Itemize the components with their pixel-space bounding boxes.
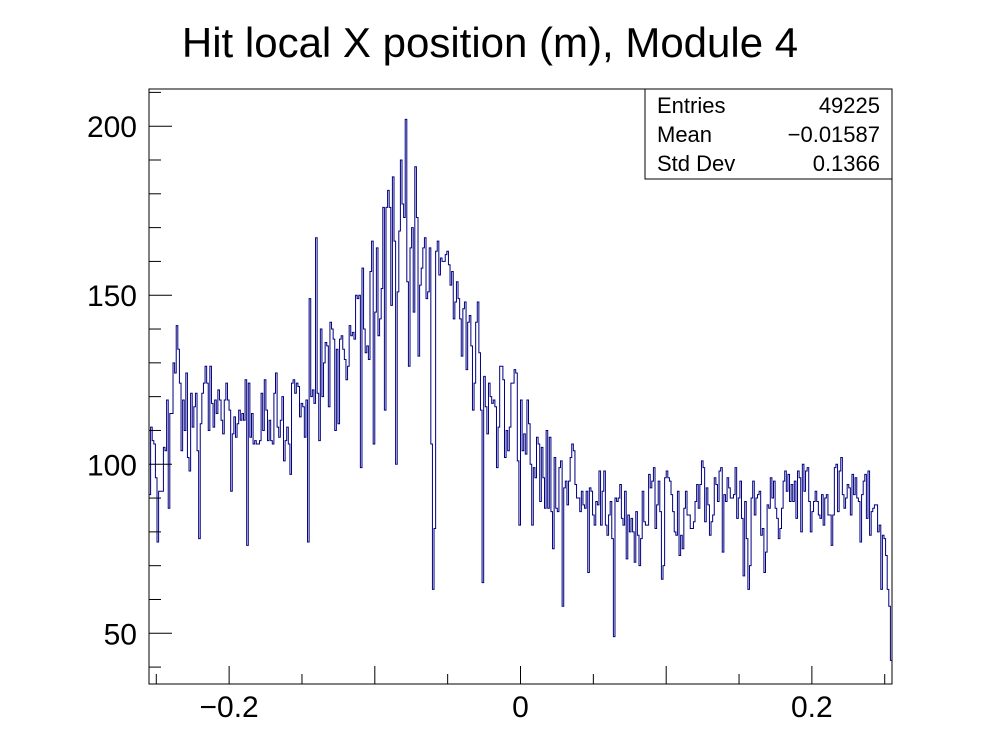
y-tick-label: 100	[87, 449, 137, 482]
axes-layer: −0.2 0 0.2 50 100 150 200	[87, 91, 886, 724]
stats-mean-label: Mean	[657, 122, 712, 147]
plot-frame	[148, 88, 893, 685]
stats-entries-label: Entries	[657, 93, 725, 118]
stats-box: Entries 49225 Mean −0.01587 Std Dev 0.13…	[644, 88, 893, 180]
chart-title: Hit local X position (m), Module 4	[182, 19, 798, 66]
histogram-series	[149, 118, 892, 661]
stats-entries-value: 49225	[819, 93, 880, 118]
y-tick-label: 150	[87, 280, 137, 313]
y-tick-label: 50	[104, 618, 137, 651]
x-tick-label: −0.2	[200, 691, 259, 724]
stats-stddev-label: Std Dev	[657, 151, 735, 176]
x-tick-label: 0.2	[791, 691, 833, 724]
stats-box-frame	[644, 88, 893, 180]
stats-mean-value: −0.01587	[788, 122, 880, 147]
histogram-layer	[149, 118, 892, 661]
y-tick-label: 200	[87, 111, 137, 144]
x-tick-label: 0	[512, 691, 529, 724]
stats-stddev-value: 0.1366	[813, 151, 880, 176]
